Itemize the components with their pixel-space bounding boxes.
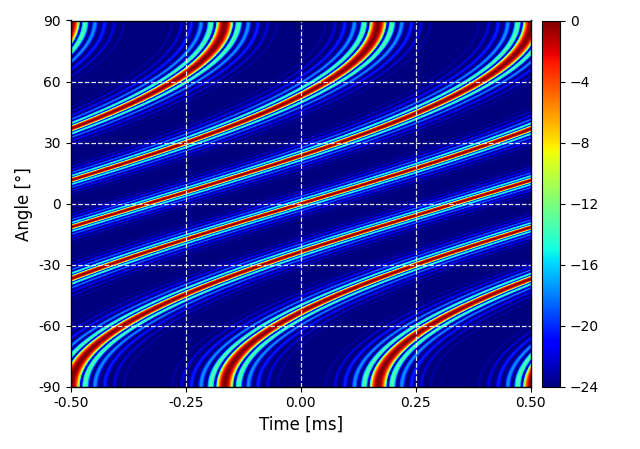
Y-axis label: Angle [°]: Angle [°] bbox=[15, 167, 33, 241]
X-axis label: Time [ms]: Time [ms] bbox=[259, 416, 343, 434]
